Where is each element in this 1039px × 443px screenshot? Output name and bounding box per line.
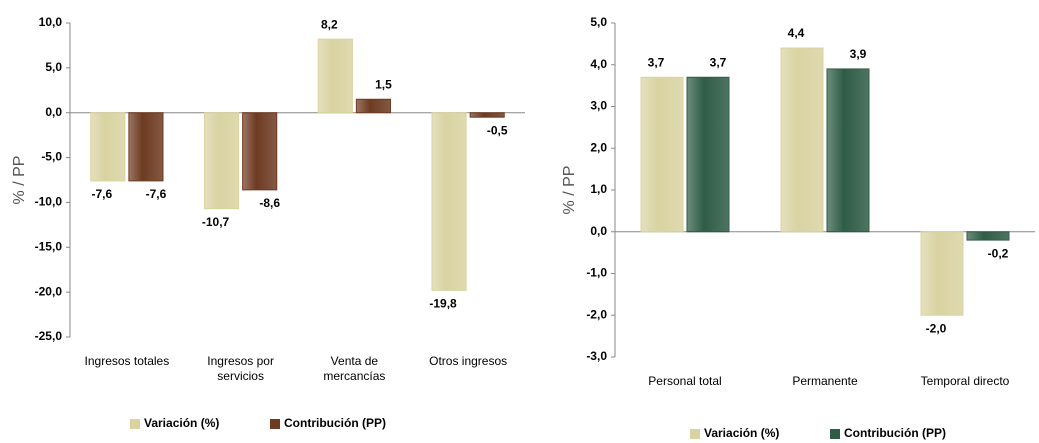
y-tick-label: -20,0 xyxy=(35,284,63,298)
data-label: -19,8 xyxy=(429,297,457,311)
bar xyxy=(469,112,505,118)
bar xyxy=(640,76,684,233)
bar xyxy=(780,47,824,233)
y-tick-label: 0,0 xyxy=(590,224,607,238)
x-tick-label: Temporal directo xyxy=(920,374,1010,388)
y-tick-label: 1,0 xyxy=(590,182,607,196)
y-axis-label: % / PP xyxy=(561,166,578,215)
y-tick-label: -10,0 xyxy=(35,195,63,209)
bar xyxy=(204,112,240,210)
y-tick-label: -3,0 xyxy=(586,349,607,363)
bar xyxy=(431,112,467,291)
y-tick-label: -15,0 xyxy=(35,239,63,253)
x-tick-label: Ingresos totales xyxy=(84,354,170,368)
y-tick-label: 0,0 xyxy=(45,105,62,119)
y-tick-label: 4,0 xyxy=(590,57,607,71)
x-tick-label: Permanente xyxy=(792,374,858,388)
data-label: 1,5 xyxy=(375,77,392,91)
x-tick-label: Ingresos por servicios xyxy=(207,354,274,383)
data-label: -10,7 xyxy=(202,215,230,229)
legend-label: Contribución (PP) xyxy=(844,426,946,440)
data-label: 8,2 xyxy=(321,17,338,31)
legend-swatch xyxy=(690,429,700,439)
legend-swatch xyxy=(130,419,140,429)
y-tick-label: 5,0 xyxy=(590,15,607,29)
data-label: -7,6 xyxy=(91,187,112,201)
y-tick-label: 5,0 xyxy=(45,60,62,74)
y-tick-label: 2,0 xyxy=(590,140,607,154)
bar xyxy=(966,231,1010,241)
bar xyxy=(128,112,164,182)
y-tick-label: -2,0 xyxy=(586,307,607,321)
y-tick-label: 10,0 xyxy=(39,15,63,29)
legend-swatch xyxy=(270,419,280,429)
data-label: -0,2 xyxy=(988,246,1009,260)
x-tick-label: Personal total xyxy=(648,374,722,388)
x-tick-label: Otros ingresos xyxy=(429,354,508,368)
legend-label: Variación (%) xyxy=(144,416,219,430)
data-label: -2,0 xyxy=(926,321,947,335)
bar xyxy=(686,76,730,233)
data-label: 3,9 xyxy=(850,47,867,61)
y-tick-label: 3,0 xyxy=(590,99,607,113)
y-axis-label: % / PP xyxy=(11,156,28,205)
bar xyxy=(242,112,278,191)
x-tick-label: Venta de mercancías xyxy=(323,354,386,383)
bar xyxy=(920,231,964,316)
y-tick-label: -5,0 xyxy=(41,150,62,164)
bar xyxy=(355,98,391,114)
data-label: -8,6 xyxy=(259,196,280,210)
data-label: 4,4 xyxy=(788,26,805,40)
legend-label: Contribución (PP) xyxy=(284,416,386,430)
bar xyxy=(90,112,126,182)
legend-label: Variación (%) xyxy=(704,426,779,440)
data-label: -0,5 xyxy=(487,123,508,137)
data-label: -7,6 xyxy=(146,187,167,201)
data-label: 3,7 xyxy=(648,55,665,69)
data-label: 3,7 xyxy=(710,55,727,69)
bar xyxy=(826,68,870,233)
bar xyxy=(317,38,353,114)
legend-swatch xyxy=(830,429,840,439)
y-tick-label: -1,0 xyxy=(586,266,607,280)
y-tick-label: -25,0 xyxy=(35,329,63,343)
